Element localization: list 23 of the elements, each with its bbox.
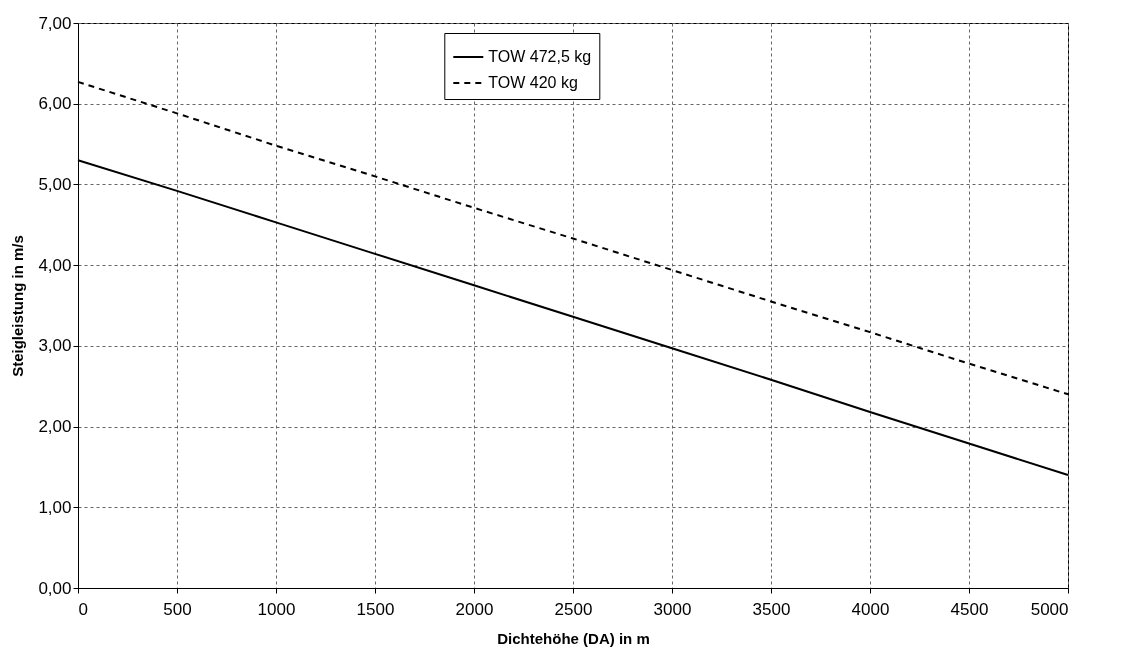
x-tick-label: 3500 bbox=[752, 599, 791, 619]
x-tick-label: 4500 bbox=[950, 599, 989, 619]
y-tick-label: 5,00 bbox=[38, 174, 72, 194]
x-tick-label: 1500 bbox=[356, 599, 395, 619]
x-axis-title: Dichtehöhe (DA) in m bbox=[497, 629, 650, 647]
y-tick-label: 7,00 bbox=[38, 13, 72, 33]
x-tick-label: 3000 bbox=[653, 599, 692, 619]
y-tick-label: 4,00 bbox=[38, 255, 72, 275]
y-tick-label: 6,00 bbox=[38, 94, 72, 114]
x-tick-label: 500 bbox=[163, 599, 192, 619]
x-tick-label: 2000 bbox=[455, 599, 494, 619]
legend-label: TOW 472,5 kg bbox=[488, 48, 592, 65]
y-tick-label: 0,00 bbox=[38, 578, 72, 598]
x-tick-label: 2500 bbox=[554, 599, 593, 619]
y-axis-title: Steigleistung in m/s bbox=[9, 235, 27, 377]
y-tick-label: 1,00 bbox=[38, 497, 72, 517]
x-tick-label: 5000 bbox=[1030, 599, 1069, 619]
y-tick-label: 3,00 bbox=[38, 336, 72, 356]
x-tick-label: 4000 bbox=[851, 599, 890, 619]
legend-label: TOW 420 kg bbox=[488, 74, 578, 91]
y-tick-label: 2,00 bbox=[38, 417, 72, 437]
x-tick-label: 1000 bbox=[257, 599, 296, 619]
x-tick-label: 0 bbox=[78, 599, 88, 619]
